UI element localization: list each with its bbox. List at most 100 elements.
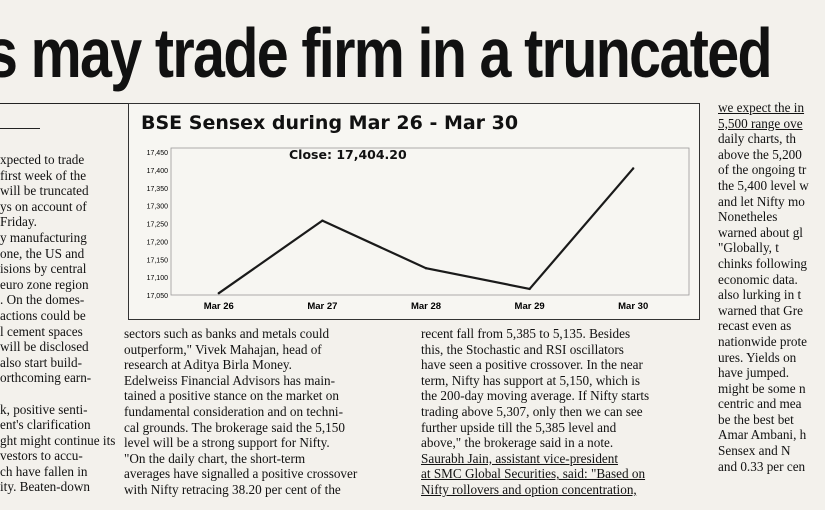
text-line: might be some n	[718, 380, 806, 396]
text-line: "Globally, t	[718, 240, 779, 256]
text-line: also start build-	[0, 354, 83, 370]
text-line: ch have fallen in	[0, 463, 88, 479]
x-tick-label: Mar 27	[307, 301, 337, 312]
text-line: warned that Gre	[718, 302, 803, 318]
text-line: Friday.	[0, 214, 37, 230]
text-line: ys on account of	[0, 198, 87, 214]
text-line: research at Aditya Birla Money.	[124, 357, 292, 373]
y-tick-label: 17,450	[147, 150, 169, 157]
text-line: Edelweiss Financial Advisors has main-	[124, 372, 335, 388]
sensex-chart: BSE Sensex during Mar 26 - Mar 30 Close:…	[128, 103, 700, 320]
chart-close-annotation: Close: 17,404.20	[289, 147, 407, 162]
y-tick-label: 17,150	[147, 257, 169, 264]
right-column: we expect the in 5,500 range ove daily cha…	[718, 100, 825, 510]
text-line: with Nifty retracing 38.20 per cent of t…	[124, 481, 341, 497]
text-line: centric and mea	[718, 396, 802, 412]
text-line: chinks following	[718, 255, 808, 271]
text-line: 5,500 range ove	[718, 115, 803, 131]
text-line: of the ongoing tr	[718, 162, 807, 178]
text-line: euro zone region	[0, 276, 89, 292]
text-line: term, Nifty has support at 5,150, which …	[421, 372, 641, 388]
text-line: recent fall from 5,385 to 5,135. Besides	[421, 326, 631, 341]
text-line: Amar Ambani, h	[718, 427, 807, 443]
text-line: averages have signalled a positive cross…	[124, 466, 358, 482]
text-line: and 0.33 per cen	[718, 458, 806, 474]
text-line: the 200-day moving average. If Nifty sta…	[421, 388, 650, 404]
text-line: ent's clarification	[0, 417, 91, 433]
plot-frame	[170, 147, 690, 296]
sensex-series-line	[218, 167, 635, 295]
middle-column-1: sectors such as banks and metals could ou…	[124, 326, 416, 501]
text-line: have seen a positive crossover. In the n…	[421, 357, 643, 373]
text-line: the 5,400 level w	[718, 177, 809, 193]
text-line: be the best bet	[718, 411, 794, 427]
text-line: Nifty rollovers and option concentration…	[421, 481, 637, 497]
text-line: Saurabh Jain, assistant vice-president	[421, 450, 619, 466]
headline: s may trade firm in a truncated	[0, 14, 773, 92]
text-line: above the 5,200	[718, 146, 802, 162]
text-line: recast even as	[718, 318, 792, 334]
y-tick-label: 17,350	[147, 186, 169, 193]
text-line: further upside till the 5,385 level and	[421, 419, 617, 435]
text-line: also lurking in t	[718, 287, 802, 303]
text-line: orthcoming earn-	[0, 370, 92, 386]
headline-rule	[0, 103, 128, 104]
text-line: level will be a strong support for Nifty…	[124, 435, 330, 451]
text-line: y manufacturing	[0, 229, 87, 245]
text-line: . On the domes-	[0, 292, 85, 308]
x-tick-label: Mar 28	[411, 301, 441, 312]
y-tick-label: 17,050	[147, 293, 169, 300]
data-point	[528, 287, 531, 291]
y-tick-label: 17,250	[147, 222, 169, 229]
text-line: ity. Beaten-down	[0, 479, 90, 495]
text-line: and let Nifty mo	[718, 193, 805, 209]
chart-title: BSE Sensex during Mar 26 - Mar 30	[141, 112, 519, 134]
data-point	[424, 266, 428, 270]
text-line: outperform," Vivek Mahajan, head of	[124, 341, 322, 357]
data-point	[632, 167, 635, 170]
middle-column-2: recent fall from 5,385 to 5,135. Besides…	[421, 326, 706, 501]
text-line: xpected to trade	[0, 152, 85, 167]
text-line: fundamental consideration and on techni-	[124, 403, 343, 419]
x-tick-label: Mar 26	[204, 301, 234, 312]
text-line: Sensex and N	[718, 443, 791, 459]
data-point	[217, 292, 220, 295]
x-tick-label: Mar 30	[618, 301, 648, 312]
y-tick-label: 17,200	[147, 239, 169, 246]
text-line: one, the US and	[0, 245, 85, 261]
text-line: ght might continue its	[0, 432, 116, 448]
text-line: vestors to accu-	[0, 448, 83, 464]
text-line: nationwide prote	[718, 333, 807, 349]
text-line: warned about gl	[718, 224, 803, 240]
y-tick-label: 17,400	[147, 168, 169, 175]
text-line: k, positive senti-	[0, 401, 88, 417]
text-line: first week of the	[0, 167, 87, 183]
text-line: trading above 5,307, only then we can se…	[421, 403, 643, 419]
text-line: sectors such as banks and metals could	[124, 326, 330, 341]
left-column: xpected to trade first week of the will be…	[0, 152, 122, 497]
text-line: will be disclosed	[0, 339, 89, 355]
text-line: daily charts, th	[718, 131, 797, 147]
text-line: will be truncated	[0, 183, 89, 199]
text-line: have jumped.	[718, 365, 790, 381]
text-line: isions by central	[0, 261, 87, 277]
text-line: we expect the in	[718, 100, 805, 115]
text-line: cal grounds. The brokerage said the 5,15…	[124, 419, 345, 435]
text-line: Nonetheles	[718, 209, 778, 225]
text-line: tained a positive stance on the market o…	[124, 388, 339, 404]
chart-plot: 17,050 17,100 17,150 17,200 17,250 17,300 17,3…	[147, 147, 690, 312]
text-line: above," the brokerage said in a note.	[421, 435, 614, 451]
y-tick-label: 17,300	[147, 204, 169, 211]
data-point	[321, 219, 324, 222]
text-line: ures. Yields on	[718, 349, 797, 365]
left-column-rule	[0, 128, 40, 129]
text-line: at SMC Global Securities, said: "Based o…	[421, 466, 646, 482]
text-line: l cement spaces	[0, 323, 83, 339]
text-line: "On the daily chart, the short-term	[124, 450, 306, 466]
text-line: this, the Stochastic and RSI oscillators	[421, 341, 624, 357]
text-line: economic data.	[718, 271, 798, 287]
text-line: actions could be	[0, 307, 86, 323]
text-line	[0, 386, 122, 402]
y-tick-label: 17,100	[147, 275, 169, 282]
x-tick-label: Mar 29	[515, 301, 545, 312]
